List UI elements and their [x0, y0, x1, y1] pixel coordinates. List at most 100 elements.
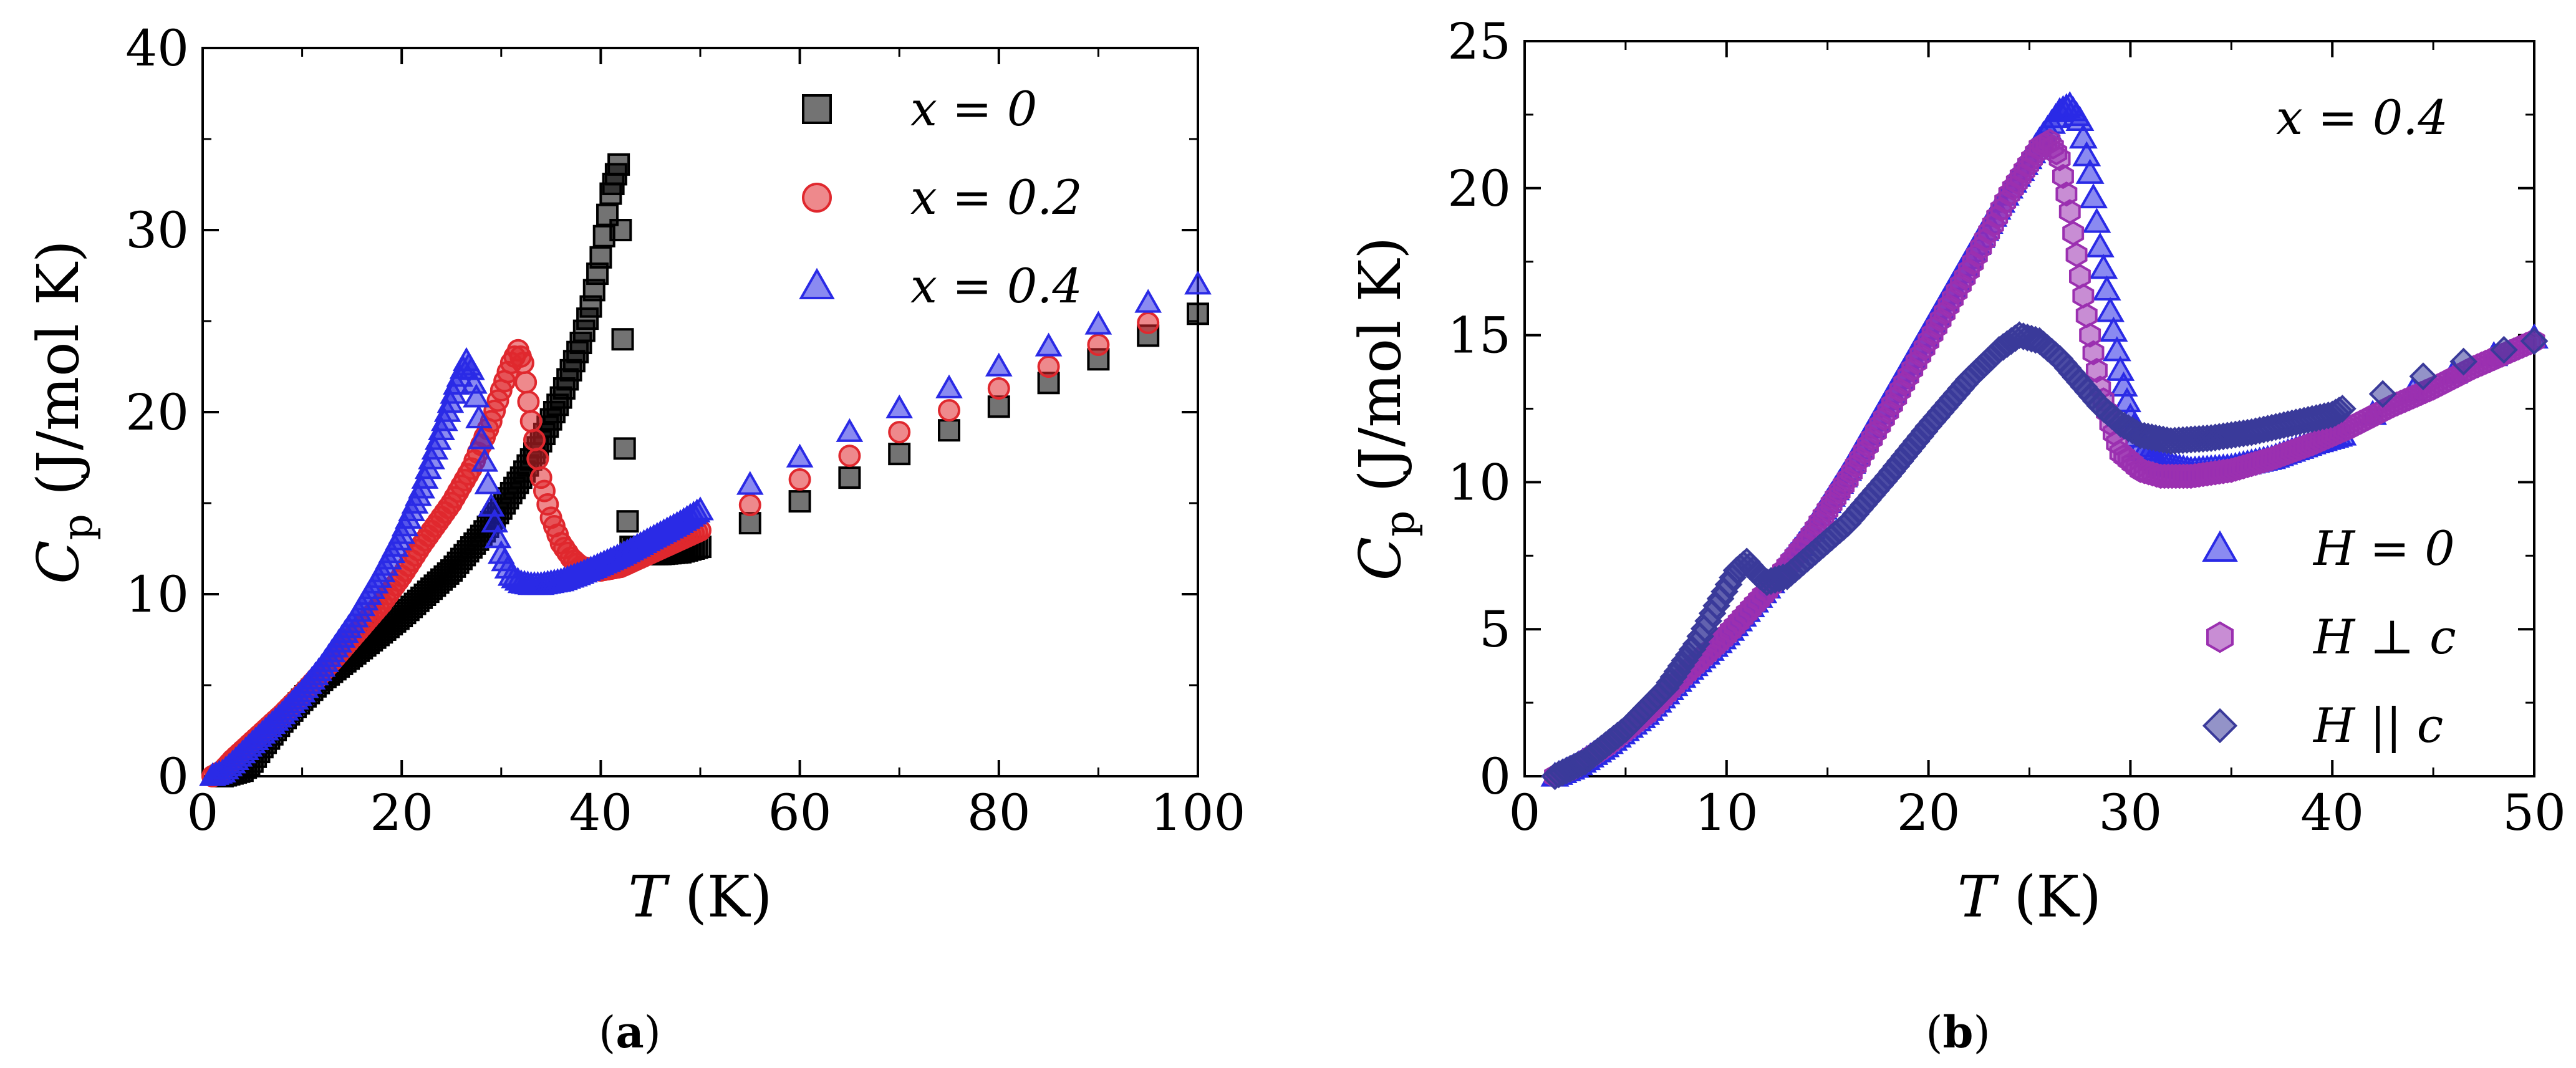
data-point: [589, 246, 612, 269]
data-point: [2099, 316, 2128, 342]
data-point: [788, 490, 811, 513]
legend-marker: [802, 183, 832, 213]
series-layer: [199, 153, 1212, 787]
x-tick-label: 0: [187, 784, 219, 842]
x-tick-label: 30: [2099, 784, 2163, 842]
data-point: [1187, 302, 1209, 325]
panel-b-caption: (b): [1926, 1006, 1990, 1058]
data-point: [736, 471, 764, 495]
data-point: [738, 493, 761, 516]
legend-marker: [802, 94, 832, 124]
x-axis-label: T (K): [628, 864, 772, 930]
panel-a-chart: 0 20 40 60 80 100 0 10 20 30 40 T (K) Cp (J/mol K) x …: [25, 19, 1245, 930]
y-tick-label: 5: [1479, 600, 1511, 658]
x-axis-label: T (K): [1957, 864, 2101, 930]
data-point: [1137, 311, 1160, 334]
data-point: [2062, 220, 2085, 246]
data-point: [888, 443, 911, 466]
series-1: [201, 311, 1160, 787]
panel-b-chart: 0 10 20 30 40 50 0 5 10 15 20 25 T (K) Cp (J/mol K) H …: [1347, 12, 2566, 930]
data-point: [514, 371, 538, 394]
series-1: [1544, 128, 2545, 789]
data-point: [2082, 208, 2111, 233]
data-point: [511, 352, 534, 375]
y-tick-label: 25: [1447, 12, 1511, 70]
data-point: [1035, 332, 1063, 357]
data-point: [2072, 283, 2095, 309]
data-point: [465, 404, 493, 429]
data-point: [2068, 264, 2091, 289]
legend: H = 0 H ⊥ c H || c: [2202, 521, 2456, 753]
legend-label: x = 0: [910, 81, 1037, 137]
data-point: [2089, 254, 2118, 279]
data-point: [2328, 395, 2357, 423]
legend-marker: [799, 267, 835, 299]
data-point: [888, 421, 911, 444]
y-tick-label: 10: [125, 565, 189, 623]
data-point: [616, 510, 639, 533]
x-tick-label: 40: [2300, 784, 2364, 842]
data-point: [935, 374, 963, 398]
data-point: [2092, 275, 2121, 301]
data-point: [1084, 310, 1112, 335]
data-point: [613, 437, 636, 460]
y-tick-label: 20: [125, 383, 189, 441]
data-point: [523, 428, 546, 451]
data-point: [2075, 303, 2098, 329]
data-point: [2106, 355, 2135, 381]
y-tick-label: 30: [125, 201, 189, 259]
series-0: [211, 153, 1209, 787]
data-point: [471, 448, 499, 472]
x-tick-label: 10: [1695, 784, 1758, 842]
legend: x = 0 x = 0.2 x = 0.4: [799, 81, 1083, 314]
data-point: [838, 466, 861, 489]
data-point: [2520, 327, 2549, 355]
y-axis-label: Cp (J/mol K): [1347, 237, 1424, 581]
x-tick-label: 40: [569, 784, 633, 842]
x-tick-label: 20: [370, 784, 433, 842]
data-point: [2449, 347, 2478, 376]
series-layer: [1540, 91, 2549, 791]
data-point: [2075, 158, 2105, 184]
data-point: [526, 447, 549, 470]
legend-label: H ⊥ c: [2312, 609, 2456, 665]
data-point: [2368, 380, 2397, 408]
data-point: [1134, 289, 1162, 313]
data-point: [987, 377, 1010, 400]
data-point: [611, 328, 634, 351]
data-point: [1184, 271, 1212, 295]
legend-marker: [2202, 708, 2238, 744]
legend-label: x = 0.2: [910, 170, 1083, 225]
data-point: [463, 383, 490, 408]
y-tick-label: 20: [1447, 160, 1511, 218]
data-point: [687, 496, 714, 521]
data-point: [2096, 297, 2125, 322]
data-point: [2085, 232, 2115, 257]
data-point: [938, 399, 960, 422]
data-point: [836, 418, 864, 442]
series-2: [1541, 321, 2549, 791]
y-tick-label: 10: [1447, 453, 1511, 511]
data-point: [474, 470, 502, 494]
y-tick-label: 15: [1447, 307, 1511, 365]
series-2: [199, 271, 1212, 786]
data-point: [838, 445, 861, 468]
data-point: [738, 512, 761, 535]
y-tick-label: 0: [1479, 748, 1511, 806]
legend-marker: [2206, 621, 2234, 653]
x-tick-label: 0: [1509, 784, 1541, 842]
data-point: [2065, 242, 2088, 267]
x-tick-label: 80: [967, 784, 1031, 842]
data-point: [1037, 355, 1060, 378]
panel-a-caption: (a): [599, 1006, 661, 1058]
data-point: [788, 468, 811, 491]
data-point: [468, 425, 495, 450]
data-point: [609, 219, 632, 241]
y-tick-label: 40: [125, 19, 189, 77]
data-point: [1087, 333, 1110, 356]
data-point: [517, 390, 540, 413]
data-point: [2102, 336, 2131, 362]
data-point: [2490, 335, 2518, 364]
legend-label: H = 0: [2312, 521, 2455, 576]
